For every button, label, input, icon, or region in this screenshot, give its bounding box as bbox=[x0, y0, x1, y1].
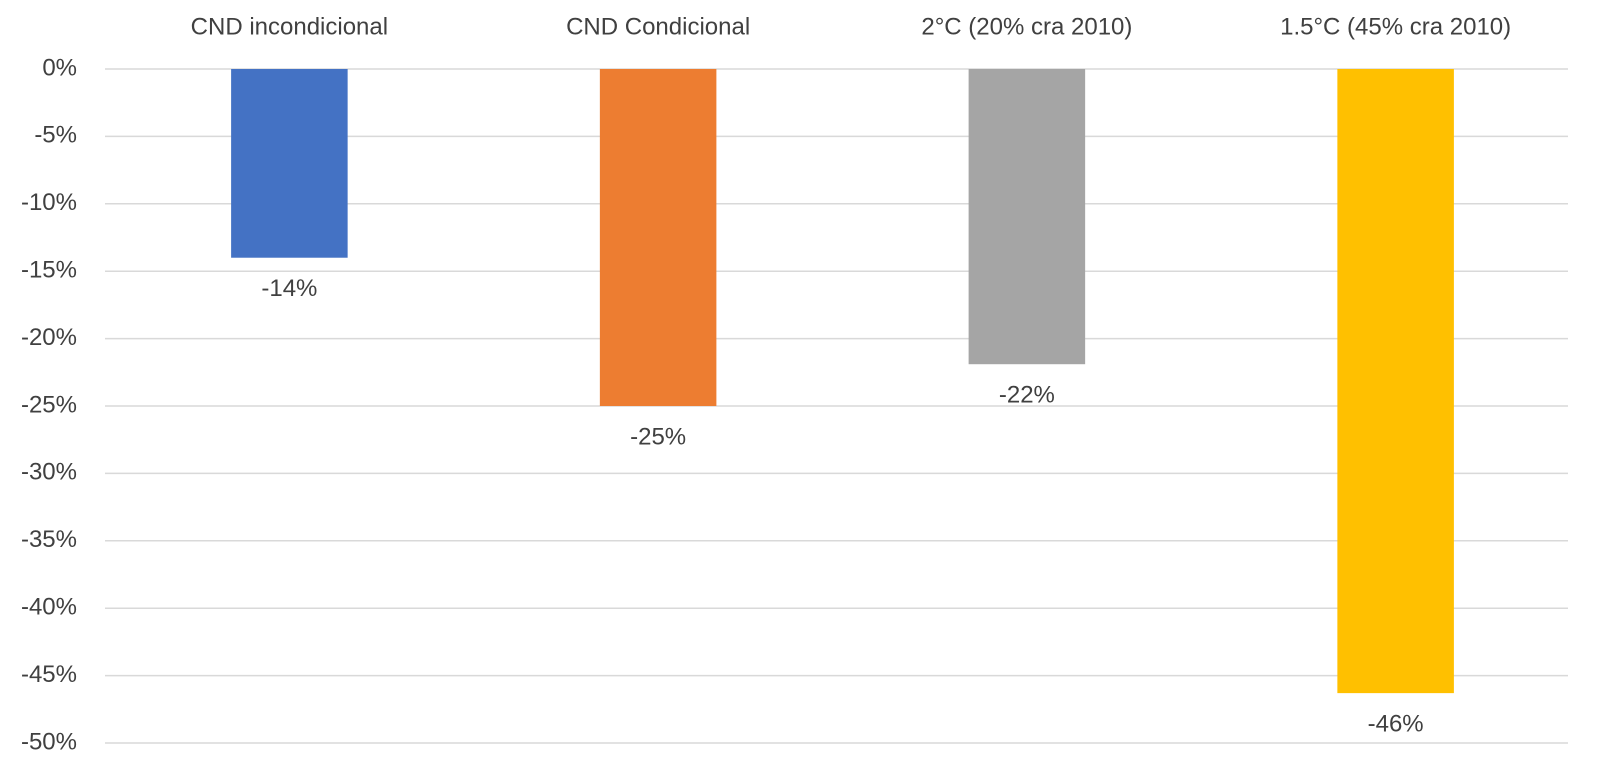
y-tick-label: -15% bbox=[21, 257, 77, 284]
value-label: -14% bbox=[261, 275, 317, 302]
y-tick-label: -5% bbox=[34, 122, 77, 149]
bar bbox=[968, 69, 1086, 365]
y-tick-label: -35% bbox=[21, 526, 77, 553]
y-tick-label: -50% bbox=[21, 728, 77, 755]
y-tick-label: -45% bbox=[21, 661, 77, 688]
y-tick-label: -25% bbox=[21, 391, 77, 418]
y-tick-label: -30% bbox=[21, 459, 77, 486]
bar bbox=[231, 69, 348, 258]
category-label: CND incondicional bbox=[191, 13, 388, 40]
value-label: -22% bbox=[999, 382, 1055, 409]
bar bbox=[1337, 69, 1454, 694]
bar bbox=[599, 69, 717, 406]
y-tick-label: -40% bbox=[21, 594, 77, 621]
category-label: 2°C (20% cra 2010) bbox=[921, 13, 1132, 40]
value-label: -46% bbox=[1368, 710, 1424, 737]
y-tick-label: -20% bbox=[21, 324, 77, 351]
category-label: CND Condicional bbox=[566, 13, 750, 40]
category-label: 1.5°C (45% cra 2010) bbox=[1280, 13, 1511, 40]
y-tick-label: 0% bbox=[42, 54, 77, 81]
value-label: -25% bbox=[630, 423, 686, 450]
y-tick-label: -10% bbox=[21, 189, 77, 216]
